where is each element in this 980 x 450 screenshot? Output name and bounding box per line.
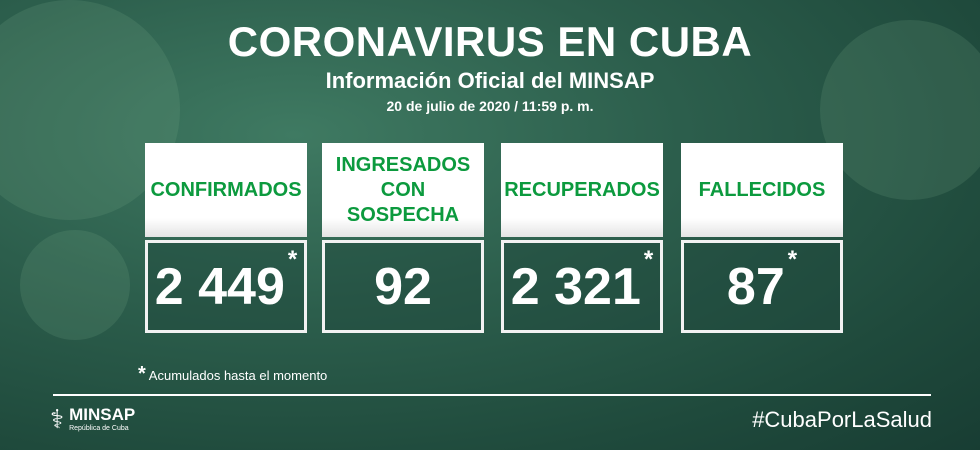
asterisk-icon: * [138, 363, 146, 385]
page-title: CORONAVIRUS EN CUBA [227, 18, 753, 65]
virus-background-image [20, 230, 130, 340]
footnote-text: Acumulados hasta el momento [148, 368, 328, 383]
minsap-logo: ⚕ MINSAP República de Cuba [50, 404, 135, 434]
card-value: 2 321 [510, 257, 641, 316]
divider [53, 394, 931, 396]
asterisk-icon: * [643, 246, 654, 273]
card-fallecidos: FALLECIDOS 87 * [681, 143, 843, 339]
card-confirmados: CONFIRMADOS 2 449 * [145, 143, 307, 339]
card-label: RECUPERADOS [501, 143, 663, 237]
logo-subtitle: República de Cuba [69, 424, 129, 432]
virus-background-image [820, 20, 980, 200]
card-value: 2 449 [154, 257, 285, 316]
asterisk-icon: * [287, 246, 298, 273]
card-label: FALLECIDOS [681, 143, 843, 237]
card-ingresados: INGRESADOS CON SOSPECHA 92 [322, 143, 484, 339]
card-recuperados: RECUPERADOS 2 321 * [501, 143, 663, 339]
report-date: 20 de julio de 2020 / 11:59 p. m. [386, 98, 594, 114]
footnote: * Acumulados hasta el momento [138, 364, 327, 386]
card-value: 87 [726, 257, 785, 316]
card-value: 92 [374, 257, 432, 316]
emblem-icon: ⚕ [50, 404, 65, 434]
card-label: CONFIRMADOS [145, 143, 307, 237]
hashtag: #CubaPorLaSalud [752, 407, 932, 432]
asterisk-icon: * [787, 246, 798, 273]
card-label: INGRESADOS CON SOSPECHA [322, 143, 484, 237]
logo-name: MINSAP [69, 404, 136, 424]
page-subtitle: Información Oficial del MINSAP [325, 68, 655, 93]
